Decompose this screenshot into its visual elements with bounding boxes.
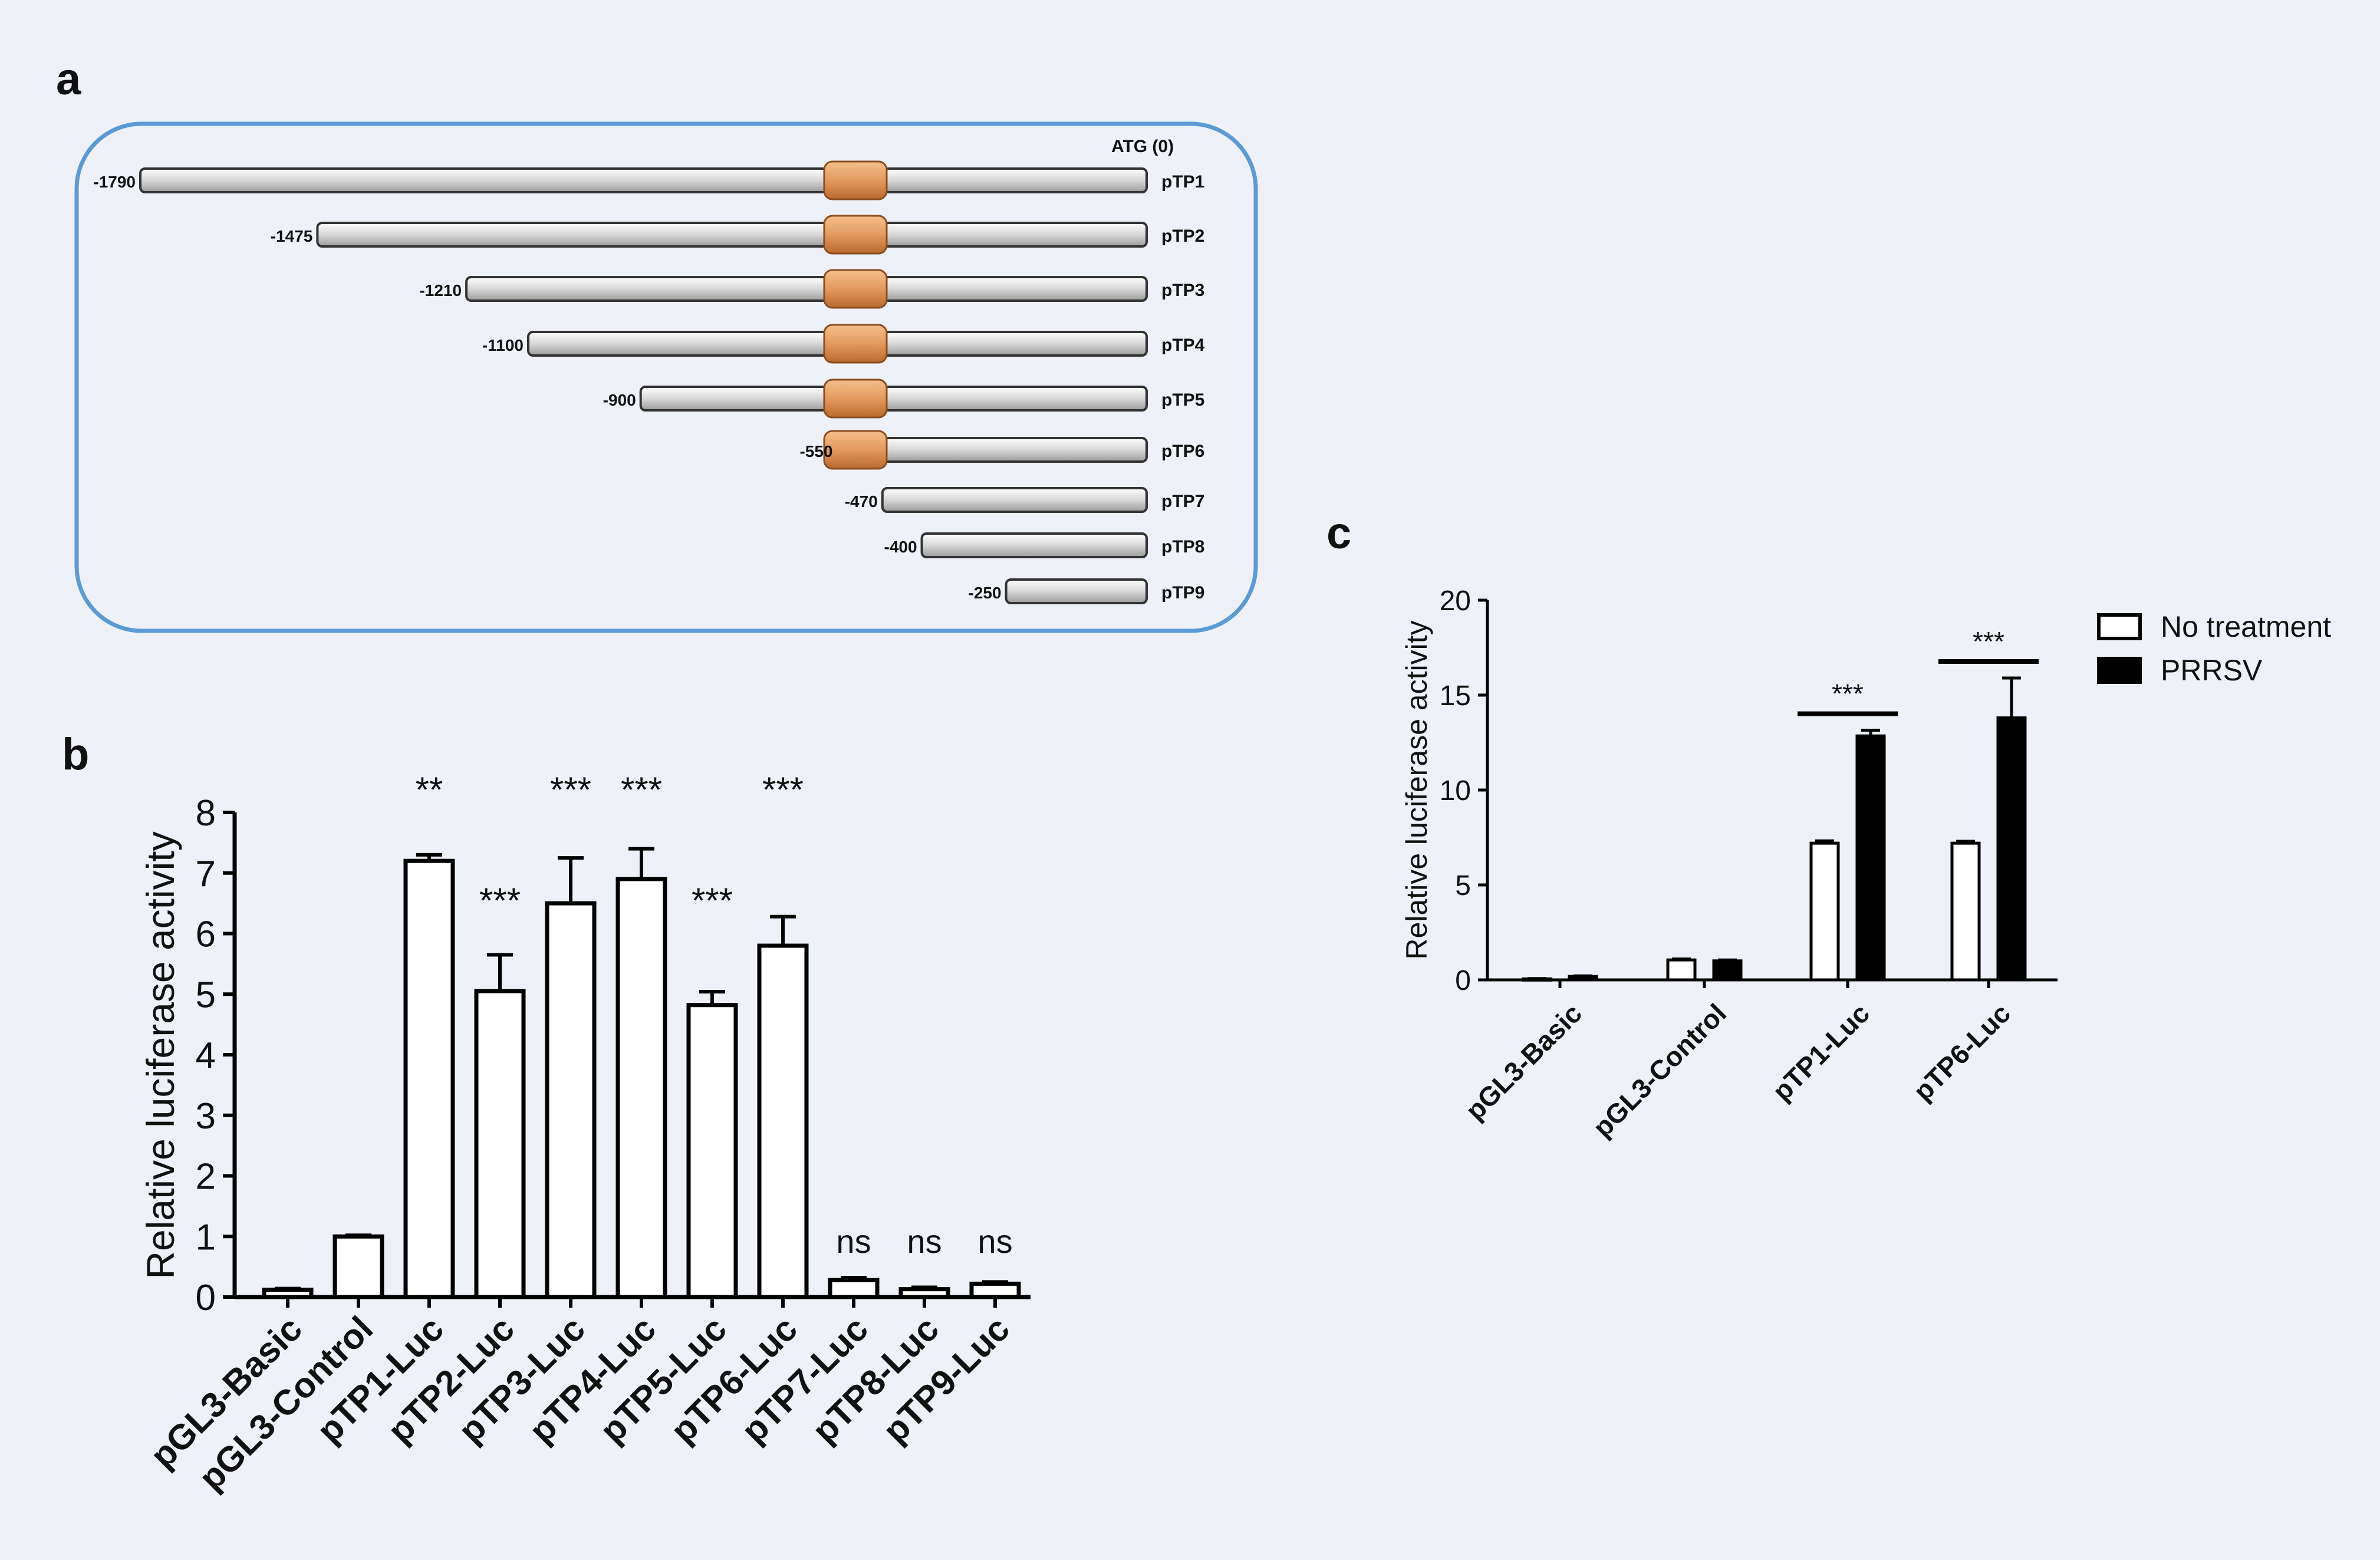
- c-significance-label: ***: [1973, 626, 2004, 657]
- c-bar-ptp6-luc-no-treatment: [1950, 841, 1981, 982]
- b-bar-pgl3-control: [333, 1234, 384, 1299]
- b-bar-pgl3-basic: [262, 1288, 314, 1299]
- panel-a-frame: [74, 121, 1258, 633]
- legend-label-prrsv: PRRSV: [2161, 654, 2263, 687]
- construct-ptp4: -1100 pTP4: [482, 324, 1205, 364]
- b-y-tick-label: 8: [196, 793, 216, 834]
- b-significance-label: ***: [550, 770, 591, 809]
- construct-bar: [920, 532, 1148, 558]
- construct-name-label: pTP3: [1161, 281, 1204, 300]
- construct-name-label: pTP6: [1161, 442, 1204, 461]
- c-bar-pgl3-control-prrsv: [1712, 959, 1743, 982]
- construct-name-label: pTP9: [1161, 583, 1204, 603]
- construct-name-label: pTP4: [1161, 335, 1205, 355]
- b-significance-label: ***: [479, 881, 521, 920]
- b-significance-label: ***: [762, 770, 804, 809]
- legend-swatch-prrsv: [2097, 657, 2142, 684]
- construct-start-label: -1475: [271, 227, 313, 245]
- construct-ptp5: -900 pTP5: [603, 379, 1204, 419]
- panel-a-construct-diagram: a ATG (0) -1790 pTP1 -1475 pTP2 -1210 pTP3 -11…: [56, 54, 1258, 633]
- construct-bar: [139, 167, 1148, 193]
- b-significance-label: ***: [621, 770, 662, 809]
- legend-label-no-treatment: No treatment: [2161, 610, 2331, 643]
- construct-ptp9: -250 pTP9: [969, 578, 1204, 604]
- c-bar-ptp1-luc-prrsv: [1855, 734, 1886, 982]
- construct-name-label: pTP7: [1161, 492, 1204, 511]
- promoter-element: [823, 160, 888, 200]
- panel-a-letter: a: [56, 54, 81, 104]
- b-significance-label: ***: [692, 881, 733, 920]
- b-y-tick-label: 4: [196, 1035, 216, 1076]
- b-y-tick-label: 5: [196, 975, 216, 1015]
- b-y-tick-label: 7: [196, 854, 216, 894]
- construct-bar: [465, 276, 1148, 302]
- c-bar-ptp6-luc-prrsv: [1996, 716, 2027, 982]
- construct-start-label: -400: [884, 538, 917, 556]
- b-bar-ptp8-luc: [898, 1287, 950, 1299]
- promoter-element: [823, 430, 888, 470]
- construct-name-label: pTP5: [1161, 390, 1204, 410]
- b-bar-ptp4-luc: [615, 877, 667, 1299]
- b-bar-ptp2-luc: [474, 989, 526, 1299]
- panel-b-letter: b: [62, 729, 89, 779]
- c-y-tick-label: 0: [1455, 965, 1471, 996]
- promoter-element: [823, 324, 888, 364]
- b-bar-ptp1-luc: [403, 858, 455, 1299]
- b-y-tick-label: 3: [196, 1096, 216, 1137]
- b-bar-ptp7-luc: [828, 1278, 880, 1299]
- legend-swatch-no-treatment: [2097, 613, 2142, 640]
- b-bar-ptp9-luc: [969, 1281, 1021, 1299]
- c-y-tick-label: 10: [1440, 775, 1471, 807]
- construct-ptp6: -550 pTP6: [799, 430, 1204, 470]
- construct-ptp2: -1475 pTP2: [271, 215, 1204, 255]
- c-significance-label: ***: [1832, 679, 1864, 709]
- b-bar-ptp5-luc: [686, 1003, 738, 1299]
- construct-start-label: -470: [845, 492, 878, 511]
- construct-ptp7: -470 pTP7: [845, 487, 1204, 513]
- construct-start-label: -1100: [482, 336, 524, 354]
- c-legend: No treatment PRRSV: [2097, 610, 2331, 687]
- c-y-axis-label: Relative luciferase activity: [1400, 620, 1433, 959]
- construct-name-label: pTP2: [1161, 226, 1204, 246]
- b-significance-label: ns: [836, 1223, 871, 1260]
- promoter-element: [823, 269, 888, 309]
- c-bar-ptp1-luc-no-treatment: [1809, 841, 1840, 982]
- construct-list: -1790 pTP1 -1475 pTP2 -1210 pTP3 -1100 pTP4 -900…: [93, 160, 1205, 604]
- construct-bar: [639, 386, 1148, 412]
- atg-label: ATG (0): [1111, 137, 1174, 156]
- construct-start-label: -1790: [93, 173, 136, 191]
- b-y-tick-label: 6: [196, 914, 216, 955]
- construct-ptp1: -1790 pTP1: [93, 160, 1204, 200]
- construct-start-label: -1210: [419, 281, 462, 300]
- construct-ptp8: -400 pTP8: [884, 532, 1204, 558]
- construct-ptp3: -1210 pTP3: [419, 269, 1204, 309]
- b-bar-ptp6-luc: [757, 943, 809, 1299]
- promoter-element: [823, 379, 888, 419]
- b-y-tick-label: 1: [196, 1217, 216, 1258]
- b-y-tick-label: 0: [196, 1278, 216, 1318]
- c-y-tick-label: 5: [1455, 870, 1471, 901]
- construct-start-label: -900: [603, 391, 636, 409]
- construct-start-label: -550: [799, 442, 832, 460]
- b-significance-label: ns: [977, 1223, 1012, 1260]
- construct-name-label: pTP1: [1161, 172, 1204, 192]
- c-bar-pgl3-control-no-treatment: [1666, 958, 1697, 982]
- construct-bar: [316, 222, 1148, 248]
- promoter-element: [823, 215, 888, 255]
- b-y-tick-label: 2: [196, 1157, 216, 1197]
- c-y-tick-label: 20: [1440, 585, 1471, 617]
- b-y-axis-label: Relative luciferase activity: [139, 831, 182, 1279]
- panel-c-letter: c: [1326, 508, 1351, 558]
- construct-start-label: -250: [969, 584, 1002, 602]
- construct-bar: [1005, 578, 1148, 604]
- b-significance-label: ns: [907, 1223, 942, 1260]
- c-y-tick-label: 15: [1440, 680, 1471, 712]
- construct-bar: [881, 487, 1148, 513]
- b-significance-label: **: [416, 770, 443, 809]
- construct-name-label: pTP8: [1161, 537, 1204, 557]
- b-bar-ptp3-luc: [545, 901, 597, 1299]
